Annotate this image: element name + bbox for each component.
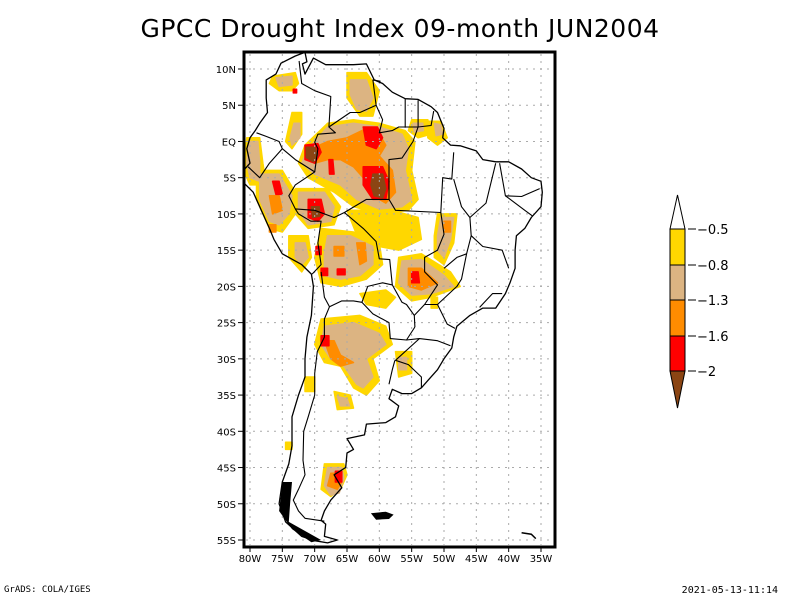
drought-patch-chaco [359,289,397,309]
drought-patch-argentina-north [320,334,330,347]
x-tick-label: 45W [465,554,488,565]
x-tick-label: 65W [336,554,359,565]
country-border [388,360,396,385]
y-tick-label: 30S [217,355,236,366]
drought-patch-bolivia-west [355,242,368,266]
grid-lines [246,54,553,545]
drought-patch-corrientes [397,356,408,371]
colorbar-label: −0.5 [697,223,729,238]
drought-patch-chile-central [304,376,316,393]
country-border [505,195,533,217]
x-tick-label: 35W [530,554,553,565]
x-tick-label: 50W [433,554,456,565]
x-tick-label: 75W [271,554,294,565]
y-tick-label: 35S [217,391,236,402]
drought-patch-sao-paulo-spot [430,296,439,309]
map-title: GPCC Drought Index 09-month JUN2004 [140,14,660,43]
x-tick-label: 40W [497,554,520,565]
drought-patch-bolivia-spots [320,267,329,277]
y-tick-label: 45S [217,464,236,475]
coastline-outline [245,53,543,544]
country-border [499,163,540,198]
y-tick-label: 10N [216,65,236,76]
y-tick-label: 40S [217,427,236,438]
colorbar-bottom-triangle [669,370,686,409]
y-tick-label: 15S [217,246,236,257]
drought-patch-tocantins [443,220,452,233]
x-tick-label: 60W [368,554,391,565]
y-axis-ticks: 10N 5N EQ 5S 10S 15S 20S 25S 30S 35S 40S 45S 50S 55S [216,65,244,547]
drought-patch-peru-north [268,195,284,215]
timestamp: 2021-05-13-11:14 [681,585,778,596]
drought-patch-venezuela-east [349,79,374,112]
map-frame [242,50,557,549]
x-tick-label: 70W [303,554,326,565]
drought-patch-colombia-north [275,75,293,88]
colorbar-bin [669,228,686,266]
colorbar-bin [669,299,686,337]
falkland-islands [370,511,394,520]
colorbar-top-triangle [669,194,686,230]
colorbar-label: −0.8 [697,259,729,274]
continent-coastline [245,53,543,544]
country-border [437,304,456,329]
y-tick-label: EQ [222,137,236,148]
country-border [375,104,435,134]
drought-patch-amazon-south [370,173,387,199]
y-tick-label: 20S [217,282,236,293]
country-border [479,293,503,308]
country-border [328,79,381,128]
drought-patch-amapa [433,122,444,137]
drought-patch-amazon-mid-spot [328,158,335,175]
colorbar-label: −1.3 [697,294,729,309]
country-border [344,198,445,316]
country-border [424,253,468,306]
country-border [440,152,455,213]
drought-patch-bolivia-west [333,245,345,257]
y-tick-label: 50S [217,500,236,511]
country-border [470,235,510,269]
south-georgia [521,532,537,540]
country-border [469,163,497,218]
chile-fjords [279,482,322,543]
country-border [391,284,416,328]
country-border [281,148,322,275]
country-border [292,306,331,522]
y-tick-label: 5N [222,101,236,112]
country-border [361,301,416,341]
colorbar-bin [669,264,686,301]
grads-credit: GrADS: COLA/IGES [4,585,91,595]
country-border [419,338,451,347]
y-tick-label: 5S [223,174,236,185]
drought-patches [245,71,461,498]
colorbar-bin [669,335,686,372]
y-tick-label: 25S [217,319,236,330]
colorbar-label: −1.6 [697,330,729,345]
drought-patch-colombia-north-spot [292,88,298,94]
drought-patch-amazon-west [305,146,319,163]
drought-patch-bolivia-spots [336,268,346,276]
drought-patch-peru-acre [310,205,321,219]
country-border [298,60,336,172]
x-tick-label: 55W [400,554,423,565]
colorbar: −0.5 −0.8 −1.3 −1.6 −2 [669,194,729,409]
drought-patch-mato-grosso-sul [410,271,421,284]
y-tick-label: 55S [217,536,236,547]
x-axis-ticks: 80W 75W 70W 65W 60W 55W 50W 45W 40W 35W [239,547,553,565]
drought-patch-amazon-rn [362,126,384,150]
colorbar-label: −2 [697,365,716,380]
country-border [394,338,422,388]
y-tick-label: 10S [217,210,236,221]
x-tick-label: 80W [239,554,262,565]
drought-patch-peru-south [294,242,309,266]
country-border [388,126,419,200]
